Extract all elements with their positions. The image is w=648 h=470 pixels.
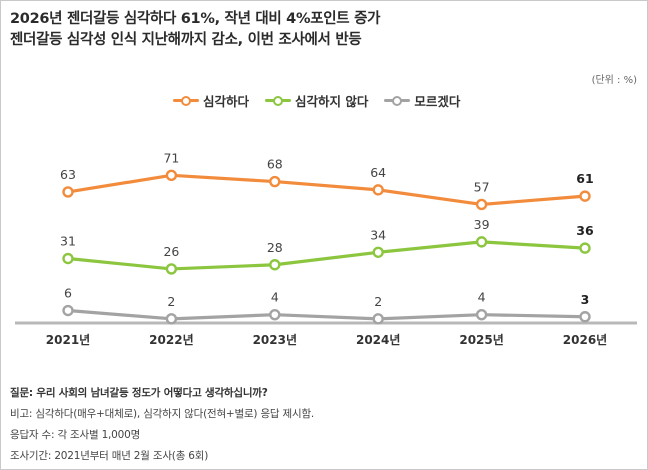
data-point-serious [372,184,384,196]
legend-label-serious: 심각하다 [203,94,250,109]
legend: 심각하다 심각하지 않다 모르겠다 [173,91,460,110]
title-line-2: 젠더갈등 심각성 인식 지난해까지 감소, 이번 조사에서 반등 [10,32,362,48]
legend-label-dont-know: 모르겠다 [414,94,461,109]
data-label-serious: 61 [576,171,593,186]
data-label-not-serious: 36 [576,223,594,238]
data-point-dont-know [165,313,178,325]
data-point-dont-know [579,311,591,323]
data-label-dont-know: 2 [374,294,382,309]
data-label-dont-know: 2 [167,294,175,309]
data-point-serious [475,198,488,211]
data-point-serious [62,186,74,198]
data-label-not-serious: 31 [60,234,76,249]
data-point-not-serious [475,236,488,248]
note-question: 질문: 우리 사회의 남녀갈등 정도가 어떻다고 생각하십니까? [10,387,268,399]
note-period: 조사기간: 2021년부터 매년 2월 조사(총 6회) [10,450,209,462]
data-label-not-serious: 26 [163,244,179,259]
legend-item-serious: 심각하다 [173,91,249,110]
data-label-dont-know: 4 [271,290,279,305]
title-line-1: 2026년 젠더갈등 심각하다 61%, 작년 대비 4%포인트 증가 [10,11,381,27]
unit-label: (단위 : %) [591,75,637,86]
x-tick-label: 2023년 [253,333,297,347]
data-point-serious [269,175,281,188]
data-label-dont-know: 4 [478,290,486,305]
x-tick-label: 2026년 [563,333,607,347]
data-point-dont-know [475,308,488,321]
data-point-not-serious [579,242,591,254]
note-sample: 응답자 수: 각 조사별 1,000명 [10,429,141,441]
data-label-not-serious: 34 [370,227,386,242]
x-tick-label: 2024년 [356,333,400,347]
series-line-dont-know [66,308,587,321]
series-line-not-serious [66,240,587,271]
data-point-not-serious [165,263,178,275]
data-label-serious: 71 [163,150,179,165]
legend-swatch-dont-know [384,95,411,106]
legend-swatch-serious [173,95,199,106]
note-remark: 비고: 심각하다(매우+대체로), 심각하지 않다(전혀+별로) 응답 제시함. [10,408,315,420]
data-label-not-serious: 28 [267,240,283,255]
chart-notes: 질문: 우리 사회의 남녀갈등 정도가 어떻다고 생각하십니까? 비고: 심각하… [10,383,314,467]
data-label-dont-know: 3 [581,292,590,307]
legend-swatch-not-serious [265,95,292,106]
data-point-serious [579,190,591,202]
data-label-serious: 68 [267,157,283,172]
data-point-serious [165,169,178,182]
legend-item-dont-know: 모르겠다 [384,91,460,110]
data-label-serious: 57 [474,179,490,194]
x-tick-label: 2025년 [459,333,503,347]
data-point-not-serious [62,252,74,265]
data-point-not-serious [269,259,281,271]
x-tick-label: 2021년 [46,333,90,347]
legend-item-not-serious: 심각하지 않다 [265,91,368,110]
data-point-dont-know [62,304,74,317]
data-label-dont-know: 6 [64,286,72,301]
x-tick-label: 2022년 [149,333,193,347]
data-label-not-serious: 39 [474,217,490,232]
data-label-serious: 63 [60,167,76,182]
series-line-serious [66,173,587,207]
data-point-dont-know [269,308,281,321]
data-label-serious: 64 [370,165,386,180]
data-point-dont-know [372,313,384,325]
legend-label-not-serious: 심각하지 않다 [295,94,369,109]
chart-title: 2026년 젠더갈등 심각하다 61%, 작년 대비 4%포인트 증가 젠더갈등… [10,9,380,51]
data-point-not-serious [372,246,384,258]
